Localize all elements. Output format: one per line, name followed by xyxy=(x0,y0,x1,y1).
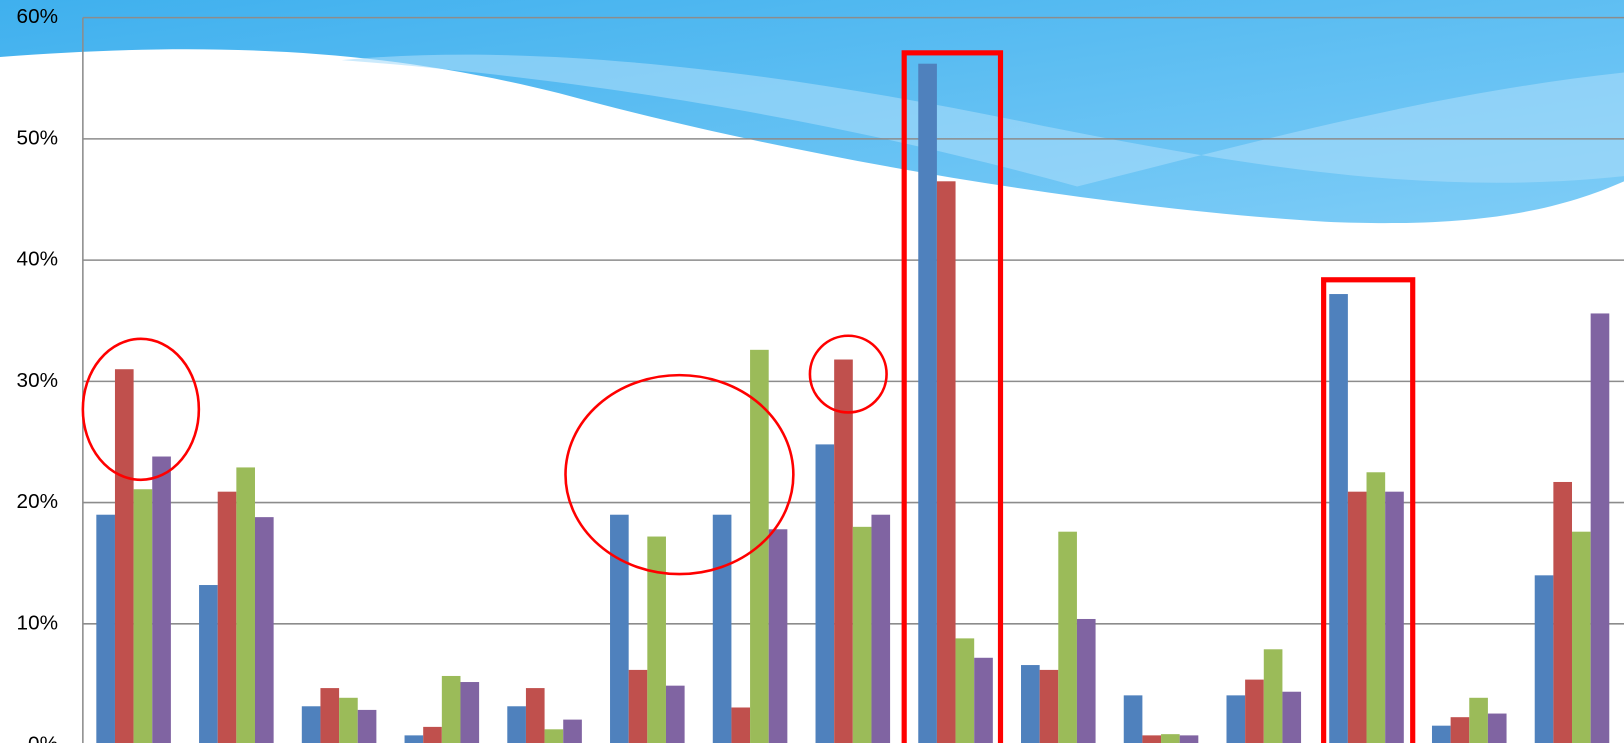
bar xyxy=(647,536,666,743)
bar xyxy=(936,181,956,743)
bar xyxy=(834,359,853,743)
bar xyxy=(628,669,648,743)
bar xyxy=(1123,695,1143,743)
bar xyxy=(441,675,461,743)
y-tick-label: 10% xyxy=(17,611,58,634)
bar xyxy=(404,735,424,743)
bar xyxy=(871,514,891,743)
bar xyxy=(768,529,788,743)
bar xyxy=(525,688,545,743)
bar xyxy=(1021,665,1040,743)
highlight-circle xyxy=(81,337,201,482)
y-tick-label: 30% xyxy=(17,369,58,392)
bar xyxy=(423,726,442,743)
bar xyxy=(133,489,153,743)
bar xyxy=(301,706,321,743)
bar xyxy=(1469,697,1488,743)
bar xyxy=(1385,491,1404,743)
bar xyxy=(852,526,872,743)
bar xyxy=(1161,734,1180,743)
highlight-circle xyxy=(564,373,795,576)
highlight-box xyxy=(1321,277,1416,743)
bar xyxy=(731,707,751,743)
bar xyxy=(1263,649,1283,743)
bar xyxy=(1039,669,1059,743)
bar xyxy=(974,657,993,743)
background-wave-light xyxy=(341,54,1624,187)
bar xyxy=(665,685,685,743)
bar xyxy=(339,697,358,743)
highlight-box xyxy=(901,50,1004,743)
bar xyxy=(610,514,629,743)
bar xyxy=(1329,294,1348,743)
y-tick-label: 60% xyxy=(17,5,58,28)
y-tick-label: 50% xyxy=(17,126,58,149)
bar xyxy=(1282,691,1302,743)
y-tick-label: 0% xyxy=(28,733,58,743)
bar xyxy=(1590,313,1610,743)
bar xyxy=(563,719,582,743)
bar xyxy=(152,456,171,743)
bar xyxy=(460,682,480,743)
bar xyxy=(96,514,115,743)
bar xyxy=(1553,481,1573,743)
bar xyxy=(1431,725,1451,743)
bar xyxy=(320,688,340,743)
bar xyxy=(1179,735,1199,743)
bar xyxy=(1572,531,1591,743)
bar xyxy=(918,63,937,743)
bar xyxy=(507,706,526,743)
bar xyxy=(1487,713,1507,743)
plot-area: 0% 10% 20% 30% 40% 50% 60% xyxy=(17,5,1624,743)
bar xyxy=(357,709,377,743)
bar xyxy=(1534,575,1554,743)
y-tick-label: 20% xyxy=(17,490,58,513)
y-tick-label: 40% xyxy=(17,248,58,271)
bar xyxy=(254,517,274,743)
bar xyxy=(1450,717,1470,743)
bar xyxy=(236,467,255,743)
bar xyxy=(955,638,975,743)
bar xyxy=(815,444,835,743)
bar xyxy=(217,491,237,743)
bar xyxy=(544,729,564,743)
bar xyxy=(712,514,732,743)
bar xyxy=(1366,472,1386,743)
highlight-circle xyxy=(808,334,888,414)
bar xyxy=(1142,735,1162,743)
bar xyxy=(1076,618,1096,743)
bar xyxy=(1347,491,1367,743)
bar xyxy=(1226,695,1246,743)
bar xyxy=(199,585,218,743)
annotations xyxy=(81,50,1416,743)
bar xyxy=(1245,679,1264,743)
bar xyxy=(1058,531,1077,743)
bar xyxy=(114,369,134,743)
